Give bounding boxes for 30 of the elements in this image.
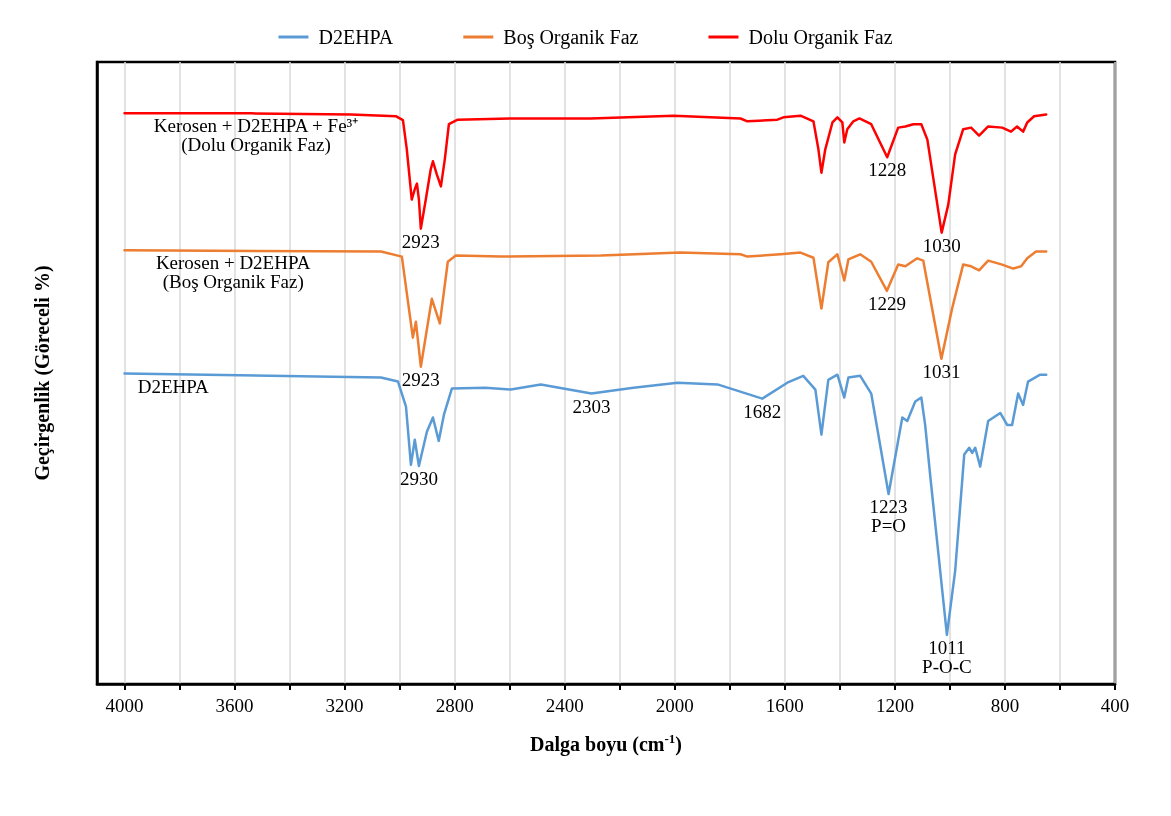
annotation: 1229 xyxy=(867,292,906,314)
annotation: 1682 xyxy=(743,400,782,422)
x-tick-label: 2800 xyxy=(435,695,474,716)
x-tick-label: 800 xyxy=(990,695,1020,716)
annotation: 1030 xyxy=(922,234,961,256)
annotation: 1031 xyxy=(922,360,961,382)
annotation: 2303 xyxy=(572,395,611,417)
annotation: P-O-C xyxy=(922,655,972,677)
y-axis-title: Geçirgenlik (Göreceli %) xyxy=(31,265,54,481)
legend-label: Dolu Organik Faz xyxy=(748,26,893,49)
legend-label: D2EHPA xyxy=(318,26,394,48)
annotation: 1228 xyxy=(868,159,907,181)
annotation: 2923 xyxy=(401,230,440,252)
annotation: D2EHPA xyxy=(137,375,210,397)
x-tick-label: 400 xyxy=(1100,695,1130,716)
annotation: 1011 xyxy=(928,636,966,658)
annotation: 2930 xyxy=(399,468,438,490)
annotation: 1223 xyxy=(869,495,908,517)
annotation: P=O xyxy=(871,514,907,536)
x-tick-label: 2000 xyxy=(655,695,694,716)
x-tick-label: 2400 xyxy=(545,695,584,716)
annotation: Kerosen + D2EHPA + Fe³⁺ (Dolu Organik Faz) xyxy=(153,115,359,157)
x-tick-label: 3600 xyxy=(215,695,254,716)
x-tick-label: 4000 xyxy=(105,695,144,716)
legend-label: Boş Organik Faz xyxy=(503,26,639,49)
x-tick-label: 1200 xyxy=(875,695,914,716)
x-tick-label: 3200 xyxy=(325,695,364,716)
annotation: 2923 xyxy=(401,368,440,390)
x-tick-label: 1600 xyxy=(765,695,804,716)
annotation: Kerosen + D2EHPA (Boş Organik Faz) xyxy=(155,252,311,294)
